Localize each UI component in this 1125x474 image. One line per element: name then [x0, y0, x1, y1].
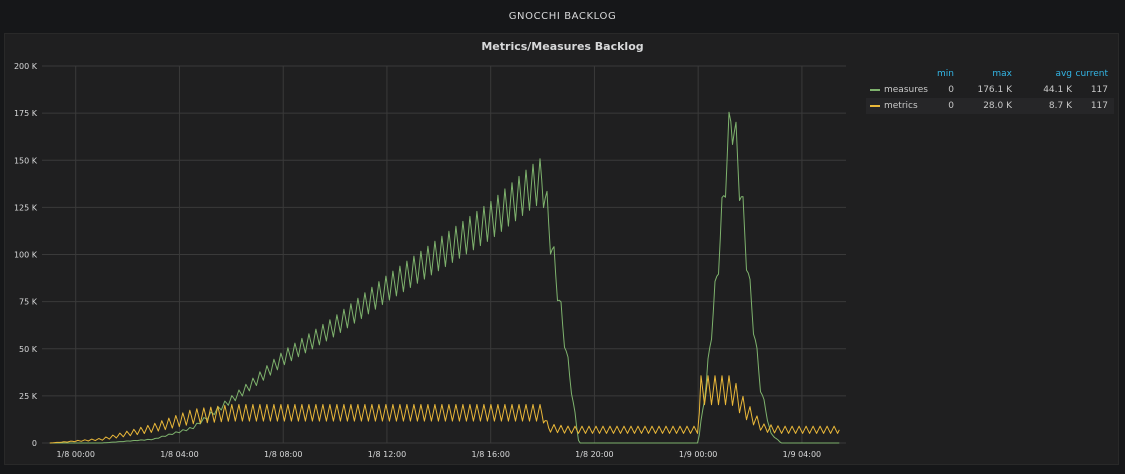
- grid-lines: [42, 65, 846, 444]
- legend-swatch-metrics: [870, 105, 880, 107]
- x-tick-label: 1/8 04:00: [160, 450, 198, 459]
- x-tick-label: 1/8 00:00: [56, 450, 94, 459]
- x-tick-label: 1/8 08:00: [264, 450, 302, 459]
- y-tick-label: 175 K: [14, 109, 38, 118]
- x-tick-label: 1/9 04:00: [783, 450, 821, 459]
- y-tick-label: 25 K: [19, 392, 38, 401]
- y-tick-label: 75 K: [19, 298, 38, 307]
- legend-header-current[interactable]: current: [1075, 69, 1108, 79]
- series-layer: [49, 111, 840, 444]
- legend-measures-avg: 44.1 K: [1043, 85, 1072, 95]
- row-title[interactable]: GNOCCHI BACKLOG: [508, 11, 617, 22]
- y-tick-label: 125 K: [14, 203, 38, 212]
- series-line-measures: [49, 111, 840, 444]
- legend-label-measures[interactable]: measures: [884, 85, 928, 95]
- y-axis: 0 25 K 50 K 75 K 100 K 125 K 150 K 175 K 200 K: [14, 62, 38, 448]
- series-line-metrics: [49, 375, 840, 444]
- legend-item-metrics[interactable]: metrics 0 28.0 K 8.7 K 117: [866, 98, 1114, 114]
- x-tick-label: 1/9 00:00: [679, 450, 717, 459]
- legend-header: min max avg current: [866, 66, 1114, 82]
- legend-measures-min: 0: [948, 85, 954, 95]
- legend-measures-max: 176.1 K: [977, 85, 1012, 95]
- y-tick-label: 200 K: [14, 62, 38, 71]
- x-tick-label: 1/8 12:00: [368, 450, 406, 459]
- y-tick-label: 50 K: [19, 345, 38, 354]
- legend-swatch-measures: [870, 89, 880, 91]
- legend-measures-current: 117: [1090, 85, 1108, 95]
- panel-title[interactable]: Metrics/Measures Backlog: [481, 40, 644, 53]
- legend-header-min[interactable]: min: [937, 69, 954, 79]
- legend-metrics-avg: 8.7 K: [1048, 101, 1072, 111]
- legend-header-max[interactable]: max: [992, 69, 1012, 79]
- y-tick-label: 0: [32, 439, 37, 448]
- y-tick-label: 150 K: [14, 156, 38, 165]
- legend-metrics-min: 0: [948, 101, 954, 111]
- x-axis: 1/8 00:00 1/8 04:00 1/8 08:00 1/8 12:00 1/8 …: [56, 450, 821, 459]
- legend-metrics-current: 117: [1090, 101, 1108, 111]
- legend-metrics-max: 28.0 K: [983, 101, 1012, 111]
- legend: min max avg current measures 0 176.1 K 4…: [866, 66, 1114, 114]
- legend-header-avg[interactable]: avg: [1055, 69, 1072, 79]
- legend-item-measures[interactable]: measures 0 176.1 K 44.1 K 117: [866, 82, 1114, 98]
- y-tick-label: 100 K: [14, 251, 38, 260]
- x-tick-label: 1/8 20:00: [575, 450, 613, 459]
- legend-label-metrics[interactable]: metrics: [884, 101, 918, 111]
- x-tick-label: 1/8 16:00: [471, 450, 509, 459]
